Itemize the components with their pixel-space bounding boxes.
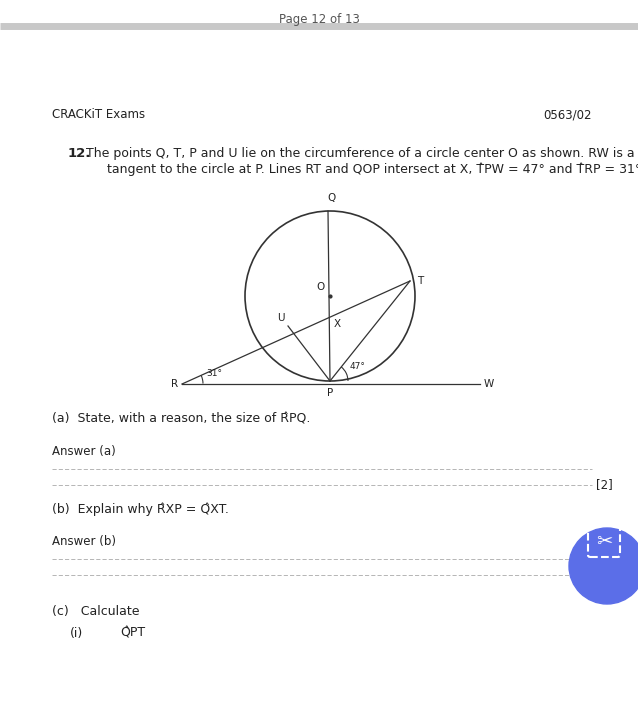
Text: P: P	[327, 388, 333, 398]
Text: 31°: 31°	[206, 369, 222, 378]
Text: (i): (i)	[70, 627, 83, 640]
Text: R: R	[171, 379, 178, 389]
Text: Page 12 of 13: Page 12 of 13	[279, 13, 359, 26]
Text: Q̂PT: Q̂PT	[120, 627, 145, 640]
Text: Answer (b): Answer (b)	[52, 535, 116, 548]
Text: Q: Q	[328, 193, 336, 203]
Text: 47°: 47°	[350, 362, 366, 371]
Text: X: X	[334, 319, 341, 329]
Text: 0563/02: 0563/02	[544, 108, 592, 121]
Circle shape	[569, 528, 638, 604]
Text: [2]: [2]	[596, 478, 612, 491]
Text: CRACKiT Exams: CRACKiT Exams	[52, 108, 145, 121]
Text: (b)  Explain why R̂XP = Q̂XT.: (b) Explain why R̂XP = Q̂XT.	[52, 503, 229, 516]
Text: (a)  State, with a reason, the size of R̂PQ.: (a) State, with a reason, the size of R̂…	[52, 413, 310, 426]
Text: 12.: 12.	[68, 147, 91, 160]
Text: T: T	[417, 276, 423, 286]
Text: O: O	[316, 282, 325, 292]
Text: Answer (a): Answer (a)	[52, 445, 115, 458]
Text: W: W	[484, 379, 494, 389]
Text: tangent to the circle at P. Lines RT and QOP intersect at X, T̂PW = 47° and T̂RP: tangent to the circle at P. Lines RT and…	[107, 162, 638, 176]
Text: U: U	[278, 313, 285, 323]
Text: ✂: ✂	[596, 533, 612, 551]
Text: (c)   Calculate: (c) Calculate	[52, 605, 140, 618]
Text: The points Q, T, P and U lie on the circumference of a circle center O as shown.: The points Q, T, P and U lie on the circ…	[86, 147, 635, 160]
Text: [1]: [1]	[596, 568, 612, 581]
